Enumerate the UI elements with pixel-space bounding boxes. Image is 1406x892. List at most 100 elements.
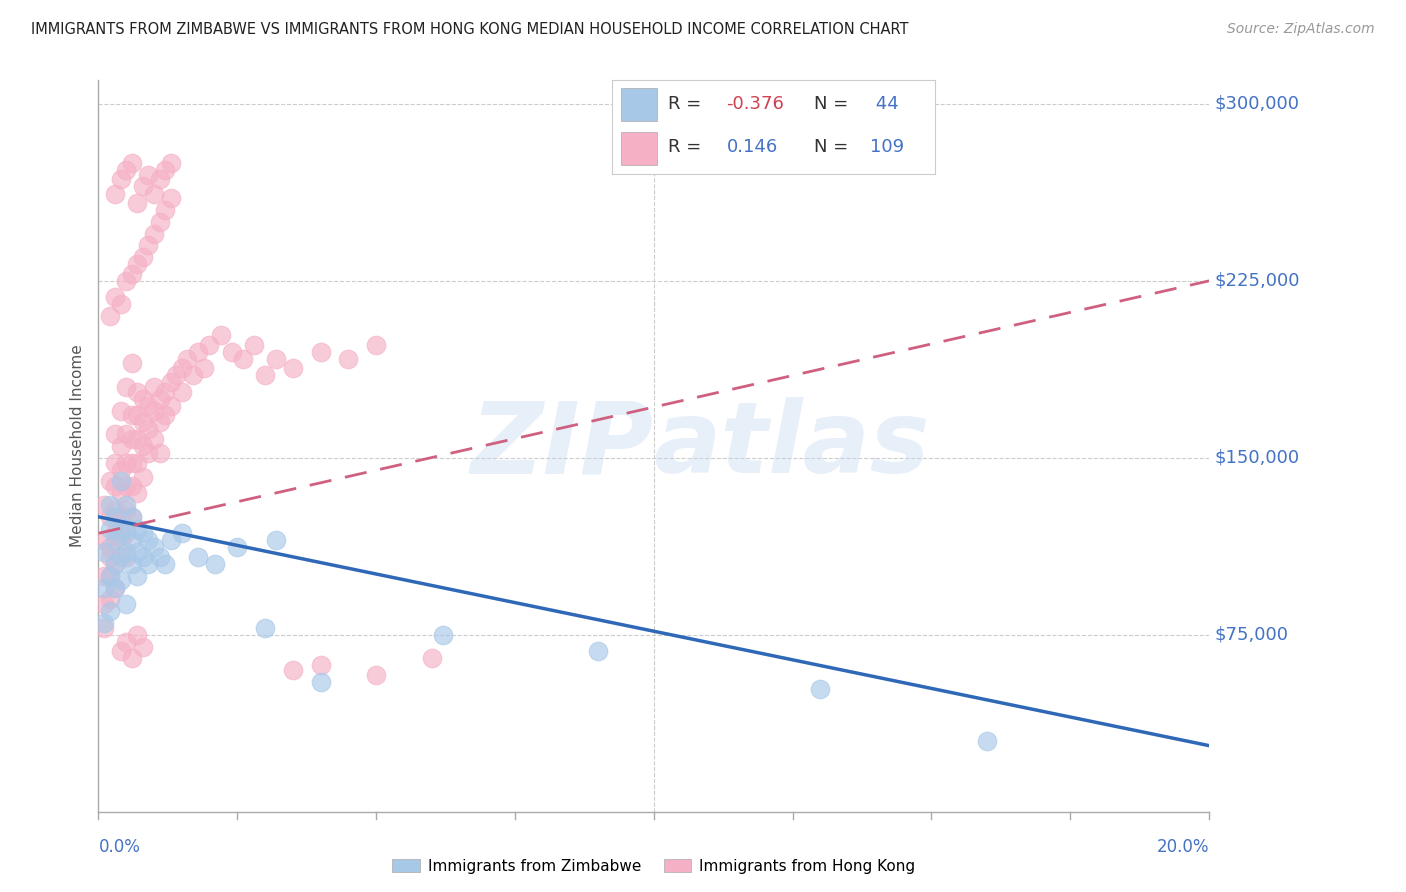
Text: $300,000: $300,000: [1215, 95, 1299, 113]
Point: [187, 344, 209, 359]
Point: [104, 456, 127, 470]
Point: [153, 384, 176, 399]
Point: [309, 675, 332, 690]
Point: [127, 486, 149, 500]
Point: [121, 557, 143, 571]
Point: [976, 734, 998, 748]
Point: [132, 179, 155, 194]
Point: [170, 526, 193, 541]
Point: [115, 635, 138, 649]
Point: [170, 384, 193, 399]
Text: 109: 109: [870, 137, 904, 156]
Point: [98, 604, 121, 618]
Text: N =: N =: [814, 95, 853, 113]
Point: [127, 545, 149, 559]
Point: [110, 439, 132, 453]
Point: [159, 156, 181, 170]
Point: [127, 456, 149, 470]
Point: [104, 557, 127, 571]
Point: [132, 439, 155, 453]
Point: [121, 651, 143, 665]
Point: [121, 409, 143, 423]
Point: [143, 432, 166, 446]
Point: [204, 557, 226, 571]
Y-axis label: Median Household Income: Median Household Income: [69, 344, 84, 548]
Point: [121, 356, 143, 370]
Point: [115, 545, 138, 559]
Point: [143, 227, 166, 241]
Point: [110, 549, 132, 564]
Legend: Immigrants from Zimbabwe, Immigrants from Hong Kong: Immigrants from Zimbabwe, Immigrants fro…: [387, 853, 921, 880]
Point: [138, 238, 160, 252]
Point: [138, 533, 160, 548]
Point: [121, 432, 143, 446]
Point: [115, 380, 138, 394]
Point: [132, 469, 155, 483]
Point: [93, 621, 115, 635]
Text: N =: N =: [814, 137, 853, 156]
Point: [138, 446, 160, 460]
Point: [115, 456, 138, 470]
Point: [132, 640, 155, 654]
Point: [121, 533, 143, 548]
Point: [127, 522, 149, 536]
Point: [127, 384, 149, 399]
Point: [132, 250, 155, 264]
Point: [110, 644, 132, 658]
Text: 0.0%: 0.0%: [98, 838, 141, 856]
Point: [170, 361, 193, 376]
Point: [110, 533, 132, 548]
Point: [309, 658, 332, 673]
Point: [143, 186, 166, 201]
Point: [153, 557, 176, 571]
Point: [98, 498, 121, 512]
Text: atlas: atlas: [654, 398, 931, 494]
Point: [110, 475, 132, 489]
Point: [159, 399, 181, 413]
Text: 0.146: 0.146: [727, 137, 778, 156]
Point: [159, 533, 181, 548]
Point: [104, 526, 127, 541]
Point: [432, 628, 454, 642]
Point: [93, 545, 115, 559]
Point: [104, 290, 127, 304]
Text: R =: R =: [668, 137, 713, 156]
Point: [110, 172, 132, 186]
Point: [98, 549, 121, 564]
Point: [165, 368, 187, 383]
Point: [104, 533, 127, 548]
Point: [132, 416, 155, 430]
Point: [115, 163, 138, 178]
Point: [138, 168, 160, 182]
Point: [232, 351, 254, 366]
Point: [98, 522, 121, 536]
Point: [121, 479, 143, 493]
Point: [153, 409, 176, 423]
Point: [98, 541, 121, 555]
Point: [138, 557, 160, 571]
Point: [104, 427, 127, 442]
Point: [93, 581, 115, 595]
Point: [98, 475, 121, 489]
Point: [93, 498, 115, 512]
Text: R =: R =: [668, 95, 707, 113]
Text: $225,000: $225,000: [1215, 272, 1301, 290]
Point: [253, 621, 276, 635]
Point: [98, 568, 121, 582]
Bar: [621, 132, 657, 164]
Point: [127, 409, 149, 423]
Point: [121, 509, 143, 524]
Point: [148, 392, 170, 406]
Point: [110, 526, 132, 541]
Point: [115, 549, 138, 564]
Point: [198, 337, 221, 351]
Text: Source: ZipAtlas.com: Source: ZipAtlas.com: [1227, 22, 1375, 37]
Point: [127, 196, 149, 211]
Point: [115, 427, 138, 442]
Point: [127, 257, 149, 271]
Point: [309, 344, 332, 359]
Text: -0.376: -0.376: [727, 95, 785, 113]
Bar: [621, 87, 657, 120]
Point: [148, 446, 170, 460]
Point: [588, 644, 610, 658]
